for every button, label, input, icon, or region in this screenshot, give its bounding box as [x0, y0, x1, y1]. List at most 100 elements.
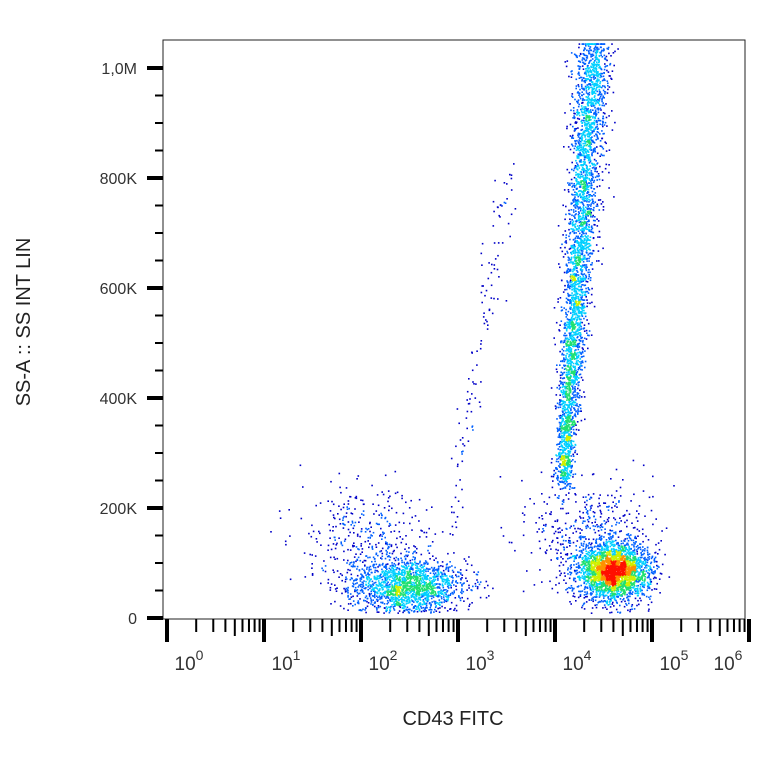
data-point [417, 600, 419, 603]
data-point [615, 554, 617, 557]
data-point [664, 553, 666, 556]
data-point [377, 542, 380, 544]
data-point [595, 570, 597, 573]
data-point [389, 495, 391, 498]
data-point [270, 531, 272, 533]
data-point [447, 552, 449, 555]
data-point [402, 592, 404, 594]
data-point [389, 576, 392, 578]
data-point [580, 517, 582, 519]
data-point [605, 601, 608, 604]
data-point [429, 608, 432, 611]
data-point [353, 562, 355, 564]
data-point [459, 572, 462, 574]
data-point [439, 601, 441, 604]
data-point [311, 524, 313, 527]
data-point [605, 589, 608, 592]
data-point [585, 583, 588, 585]
data-point [418, 568, 420, 570]
data-point [570, 603, 572, 605]
data-point [596, 583, 598, 585]
data-point [412, 588, 415, 591]
data-point [575, 557, 577, 560]
data-point [620, 600, 623, 603]
data-point [447, 567, 450, 570]
data-point [398, 610, 401, 612]
data-point [609, 593, 612, 595]
data-point [575, 556, 577, 558]
data-point [573, 577, 575, 580]
data-point [469, 603, 471, 606]
data-point [627, 598, 630, 601]
data-point [417, 607, 420, 609]
data-point [285, 543, 287, 546]
data-point [636, 587, 639, 590]
data-point [369, 536, 372, 539]
data-point [577, 567, 580, 569]
data-point [609, 542, 612, 545]
data-point [586, 564, 588, 566]
data-point [572, 595, 574, 597]
data-point [466, 597, 469, 600]
data-point [432, 555, 434, 557]
data-point [419, 577, 422, 580]
data-point [623, 575, 625, 577]
data-point [413, 601, 415, 603]
data-point [541, 518, 544, 520]
data-point [425, 591, 428, 594]
data-point [609, 582, 611, 584]
data-point [429, 558, 431, 560]
data-point [592, 575, 594, 578]
data-point [439, 594, 441, 597]
data-point [614, 585, 617, 588]
data-point [453, 591, 455, 594]
data-point [370, 526, 372, 528]
data-point [658, 578, 661, 580]
data-point [382, 591, 385, 594]
data-point [380, 512, 382, 515]
data-point [430, 586, 432, 588]
data-point [567, 512, 570, 514]
data-point [361, 513, 363, 515]
data-point [393, 572, 396, 575]
data-point [637, 557, 640, 559]
data-point [597, 561, 599, 563]
data-point [582, 545, 585, 547]
data-point [588, 560, 590, 562]
data-point [434, 576, 436, 579]
data-point [358, 584, 360, 587]
data-point [651, 589, 653, 591]
data-point [424, 573, 427, 576]
data-point [625, 533, 628, 536]
data-point [633, 548, 636, 551]
data-point [400, 541, 403, 544]
data-point [608, 566, 611, 569]
data-point [386, 589, 389, 591]
data-point [591, 572, 594, 575]
data-point [618, 576, 621, 578]
data-point [586, 595, 588, 598]
data-point [617, 586, 619, 589]
data-point [468, 556, 470, 558]
data-point [578, 590, 580, 593]
data-point [601, 526, 604, 528]
data-point [379, 533, 382, 536]
data-point [583, 581, 586, 584]
data-point [420, 564, 423, 566]
data-point [607, 562, 610, 564]
data-point [579, 515, 581, 518]
data-point [606, 573, 609, 575]
data-point [587, 545, 589, 547]
data-point [311, 573, 314, 575]
data-point [404, 573, 406, 575]
data-point [625, 578, 627, 581]
data-point [380, 527, 382, 530]
data-point [597, 583, 599, 585]
data-point [311, 554, 313, 556]
data-point [618, 567, 621, 570]
data-point [400, 557, 402, 560]
data-point [577, 585, 580, 587]
data-point [411, 516, 413, 519]
data-point [404, 579, 407, 582]
data-point [612, 545, 615, 548]
